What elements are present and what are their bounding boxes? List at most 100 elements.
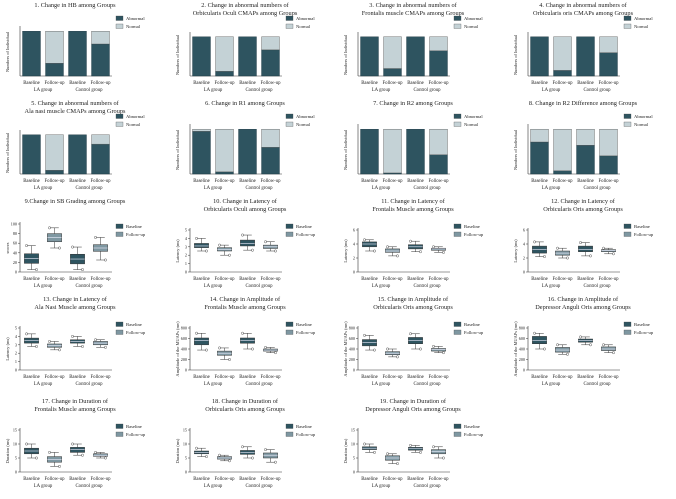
group-label: Control group (245, 88, 273, 93)
bar-abnormal (429, 50, 448, 77)
y-tick-label: 5 (15, 456, 17, 461)
outlier-point (533, 240, 536, 244)
legend-swatch (453, 423, 462, 429)
x-tick-label: Baseline (361, 81, 378, 86)
legend-swatch (453, 15, 462, 21)
y-tick-label: 100 (11, 222, 17, 227)
legend-label: Follow-up (126, 232, 146, 237)
y-tick-label: 2 (523, 256, 525, 261)
bar-normal (383, 128, 402, 174)
legend-label: Normal (634, 24, 649, 29)
bar-abnormal (553, 70, 572, 77)
outlier-point (543, 347, 546, 351)
outlier-point (579, 335, 582, 339)
x-tick-label: Baseline (531, 81, 548, 86)
y-axis-label: Numbers of Individual (343, 34, 348, 75)
box (578, 245, 593, 252)
bar-abnormal (530, 36, 549, 77)
y-axis-label: Duration (ms) (343, 438, 348, 463)
x-tick-label: Baseline (193, 81, 210, 86)
box (385, 248, 400, 253)
x-tick-label: Follow-up (215, 477, 236, 482)
y-tick-label: 40 (13, 250, 17, 255)
outlier-point (264, 448, 267, 451)
bar-normal (192, 128, 211, 132)
chart-title-line: 16. Change in Amplitude of (548, 296, 619, 303)
x-tick-label: Baseline (23, 179, 40, 184)
outlier-point (218, 453, 221, 457)
y-tick-label: 0 (185, 470, 187, 475)
legend-label: Normal (634, 122, 649, 127)
y-axis-label: Latency (ms) (175, 239, 180, 263)
bar-abnormal (406, 36, 425, 77)
bar-normal (576, 128, 595, 146)
outlier-point (556, 343, 559, 347)
legend-swatch (115, 431, 124, 437)
bar-normal (553, 36, 572, 71)
chart-title-line: 18. Change in Duration of (212, 398, 279, 405)
bar-normal (45, 31, 64, 64)
x-tick-label: Baseline (407, 179, 424, 184)
x-tick-label: Follow-up (429, 277, 450, 282)
box (532, 336, 547, 344)
legend-swatch (115, 113, 124, 119)
y-axis-label: Latency (ms) (5, 337, 10, 361)
outlier-point (363, 333, 366, 337)
x-tick-label: Baseline (361, 277, 378, 282)
y-axis-label: Latency (ms) (343, 239, 348, 263)
chart-panel-3: 3. Change in abnormal numbers ofFrontali… (343, 2, 483, 93)
outlier-point (432, 445, 435, 449)
x-tick-label: Follow-up (91, 477, 112, 482)
chart-title-line: Ala nasi muscle CMAPs among Groups (25, 108, 126, 115)
group-label: LA group (34, 484, 53, 489)
y-tick-label: 0 (353, 368, 355, 373)
legend-label: Follow-up (634, 330, 654, 335)
x-tick-label: Baseline (361, 179, 378, 184)
bar-normal (261, 36, 280, 51)
y-axis-label: Amplitude of the MUAPs (mv) (175, 321, 180, 377)
y-tick-label: 2 (185, 253, 187, 258)
group-label: Control group (75, 382, 103, 387)
x-tick-label: Follow-up (429, 375, 450, 380)
chart-title-line: Orbicularis Oris among Groups (205, 406, 285, 413)
outlier-point (566, 352, 569, 356)
group-label: LA group (542, 186, 561, 191)
y-tick-label: 3 (15, 342, 17, 347)
chart-title-line: 3. Change in abnormal numbers of (369, 2, 457, 9)
group-label: LA group (204, 484, 223, 489)
legend-swatch (285, 431, 294, 437)
outlier-point (48, 226, 51, 230)
y-tick-label: 400 (181, 347, 187, 352)
legend-swatch (285, 231, 294, 237)
y-tick-label: 0 (523, 270, 525, 275)
outlier-point (602, 343, 605, 347)
y-axis-label: Duration (ms) (5, 438, 10, 463)
group-label: LA group (204, 382, 223, 387)
legend-label: Baseline (634, 224, 650, 229)
y-tick-label: 20 (13, 260, 17, 265)
bar-normal (215, 128, 234, 173)
y-tick-label: 4 (15, 334, 18, 339)
chart-panel-2: 2. Change in abnormal numbers ofOrbicula… (175, 2, 315, 93)
bar-abnormal (576, 144, 595, 175)
legend-swatch (453, 223, 462, 229)
x-tick-label: Follow-up (553, 277, 574, 282)
legend-swatch (623, 223, 632, 229)
legend-swatch (285, 15, 294, 21)
legend-label: Follow-up (126, 330, 146, 335)
group-label: Control group (583, 186, 611, 191)
outlier-point (432, 245, 435, 249)
legend-swatch (623, 329, 632, 335)
group-label: Control group (245, 284, 273, 289)
outlier-point (373, 450, 376, 454)
chart-title-line: 12. Change in Latency of (551, 198, 616, 205)
y-axis-label: Duration (ms) (175, 438, 180, 463)
legend-swatch (623, 231, 632, 237)
legend-swatch (115, 329, 124, 335)
x-tick-label: Baseline (407, 477, 424, 482)
